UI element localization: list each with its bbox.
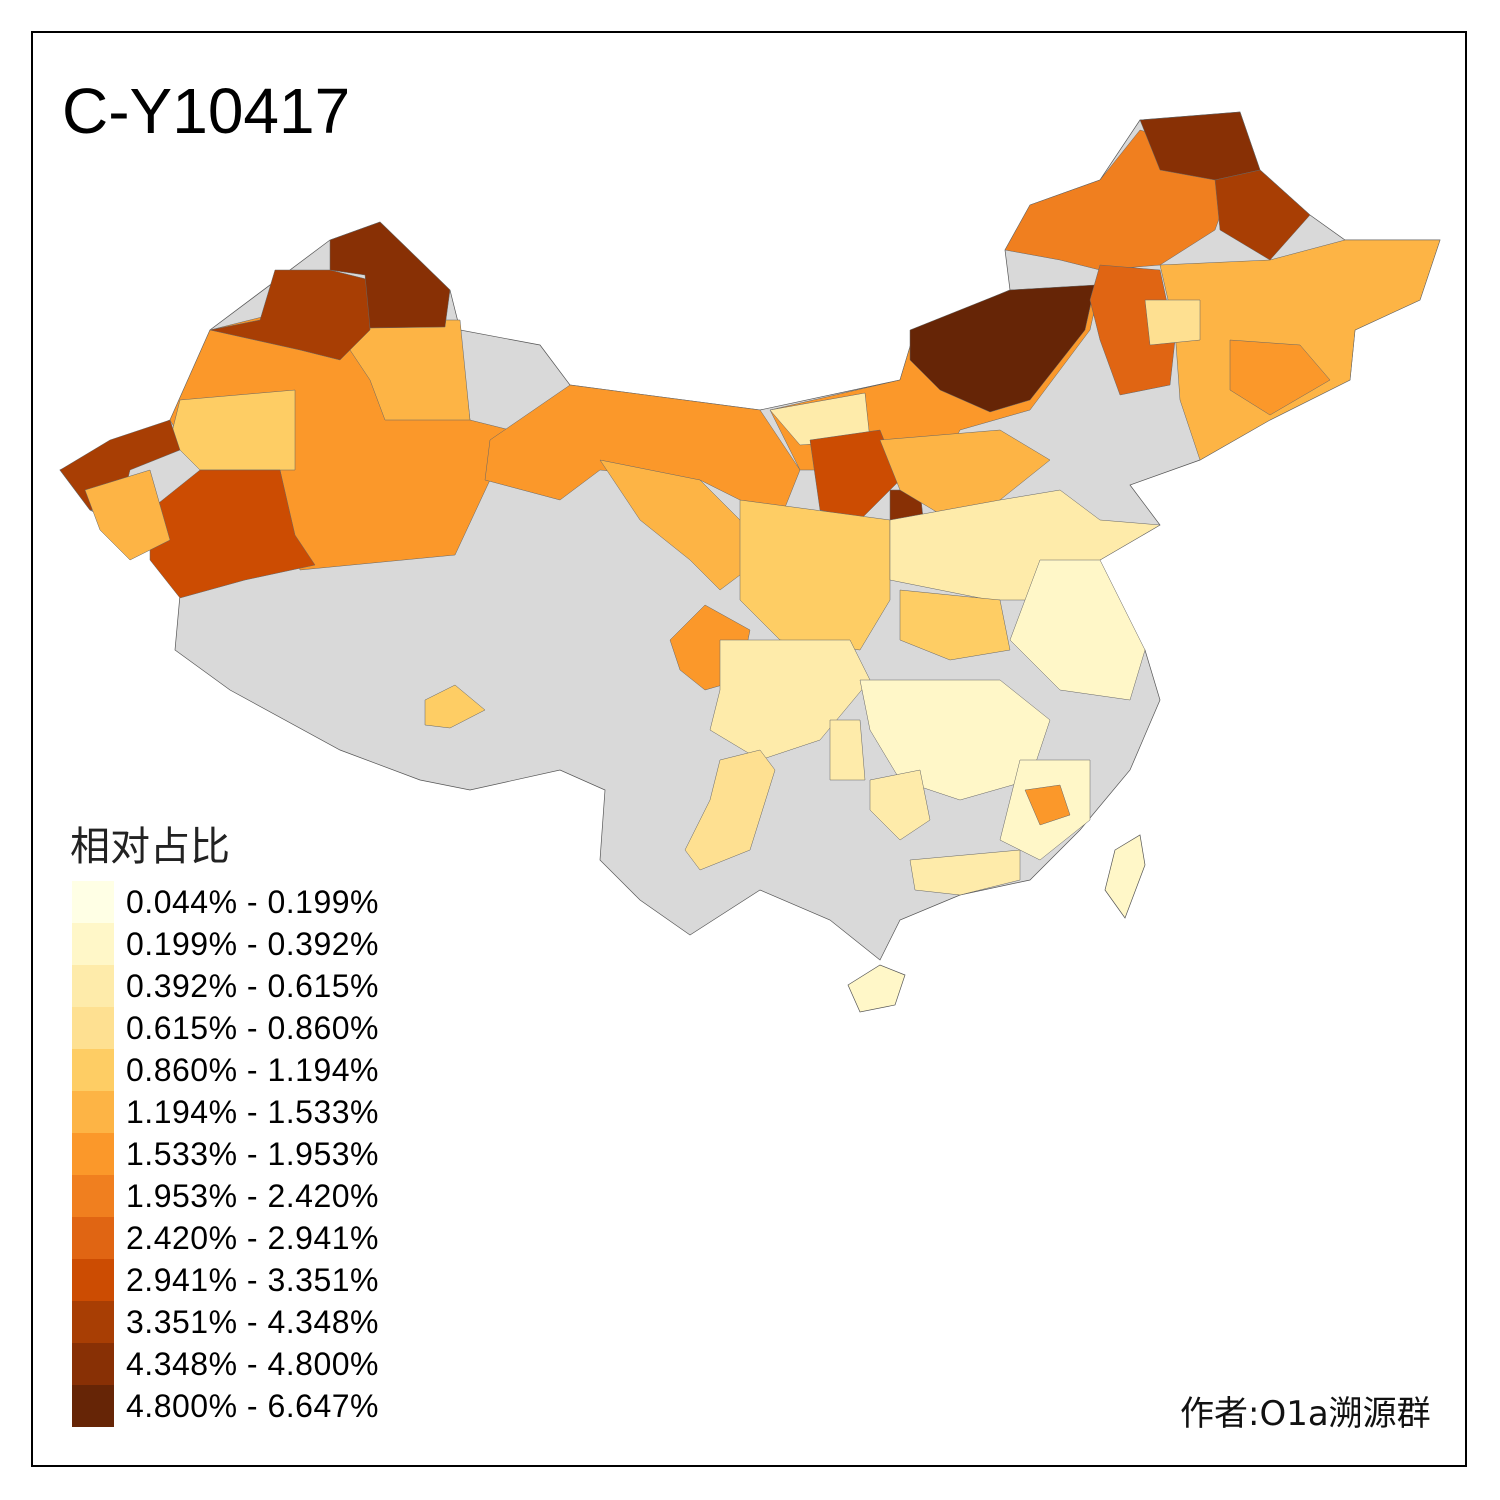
map-frame bbox=[31, 31, 1467, 1467]
legend-label: 0.199% - 0.392% bbox=[126, 925, 379, 962]
region bbox=[809, 429, 901, 521]
region bbox=[1214, 169, 1311, 261]
region bbox=[709, 639, 871, 761]
region bbox=[684, 749, 776, 871]
legend-label: 3.351% - 4.348% bbox=[126, 1303, 379, 1340]
legend: 0.044% - 0.199% 0.199% - 0.392% 0.392% - 0… bbox=[72, 881, 379, 1427]
region bbox=[84, 469, 171, 561]
legend-item: 1.194% - 1.533% bbox=[72, 1091, 379, 1133]
legend-swatch bbox=[72, 1217, 114, 1259]
legend-label: 2.941% - 3.351% bbox=[126, 1261, 379, 1298]
region bbox=[1089, 264, 1176, 396]
region bbox=[1009, 559, 1146, 701]
region-hainan bbox=[847, 964, 906, 1013]
legend-item: 2.420% - 2.941% bbox=[72, 1217, 379, 1259]
legend-swatch bbox=[72, 881, 114, 923]
legend-label: 1.194% - 1.533% bbox=[126, 1093, 379, 1130]
region bbox=[899, 589, 1011, 661]
legend-label: 1.953% - 2.420% bbox=[126, 1177, 379, 1214]
region bbox=[1229, 339, 1331, 416]
legend-swatch bbox=[72, 1007, 114, 1049]
legend-label: 0.860% - 1.194% bbox=[126, 1051, 379, 1088]
legend-swatch bbox=[72, 1259, 114, 1301]
region bbox=[1024, 784, 1071, 826]
legend-label: 1.533% - 1.953% bbox=[126, 1135, 379, 1172]
region bbox=[149, 469, 316, 599]
legend-label: 0.615% - 0.860% bbox=[126, 1009, 379, 1046]
region bbox=[859, 679, 1051, 801]
legend-label: 4.348% - 4.800% bbox=[126, 1345, 379, 1382]
region bbox=[169, 389, 296, 471]
legend-item: 0.392% - 0.615% bbox=[72, 965, 379, 1007]
region bbox=[909, 849, 1021, 896]
legend-item: 1.953% - 2.420% bbox=[72, 1175, 379, 1217]
legend-swatch bbox=[72, 1301, 114, 1343]
region bbox=[829, 719, 866, 781]
legend-label: 4.800% - 6.647% bbox=[126, 1387, 379, 1424]
legend-swatch bbox=[72, 923, 114, 965]
region bbox=[1144, 299, 1201, 346]
legend-swatch bbox=[72, 1385, 114, 1427]
region bbox=[424, 684, 486, 729]
legend-swatch bbox=[72, 1049, 114, 1091]
region-taiwan bbox=[1104, 834, 1146, 919]
author-credit: 作者:O1a溯源群 bbox=[1180, 1394, 1431, 1434]
region bbox=[329, 221, 451, 329]
map-title: C-Y10417 bbox=[62, 75, 351, 147]
legend-swatch bbox=[72, 1133, 114, 1175]
region bbox=[869, 769, 931, 841]
legend-swatch bbox=[72, 1175, 114, 1217]
legend-swatch bbox=[72, 1091, 114, 1133]
legend-item: 1.533% - 1.953% bbox=[72, 1133, 379, 1175]
legend-item: 3.351% - 4.348% bbox=[72, 1301, 379, 1343]
legend-item: 0.615% - 0.860% bbox=[72, 1007, 379, 1049]
legend-label: 2.420% - 2.941% bbox=[126, 1219, 379, 1256]
legend-swatch bbox=[72, 1343, 114, 1385]
legend-item: 0.199% - 0.392% bbox=[72, 923, 379, 965]
legend-item: 2.941% - 3.351% bbox=[72, 1259, 379, 1301]
legend-label: 0.392% - 0.615% bbox=[126, 967, 379, 1004]
legend-item: 4.800% - 6.647% bbox=[72, 1385, 379, 1427]
legend-title: 相对占比 bbox=[70, 824, 230, 870]
region bbox=[909, 284, 1096, 413]
legend-item: 0.860% - 1.194% bbox=[72, 1049, 379, 1091]
legend-item: 4.348% - 4.800% bbox=[72, 1343, 379, 1385]
legend-label: 0.044% - 0.199% bbox=[126, 883, 379, 920]
legend-swatch bbox=[72, 965, 114, 1007]
legend-item: 0.044% - 0.199% bbox=[72, 881, 379, 923]
